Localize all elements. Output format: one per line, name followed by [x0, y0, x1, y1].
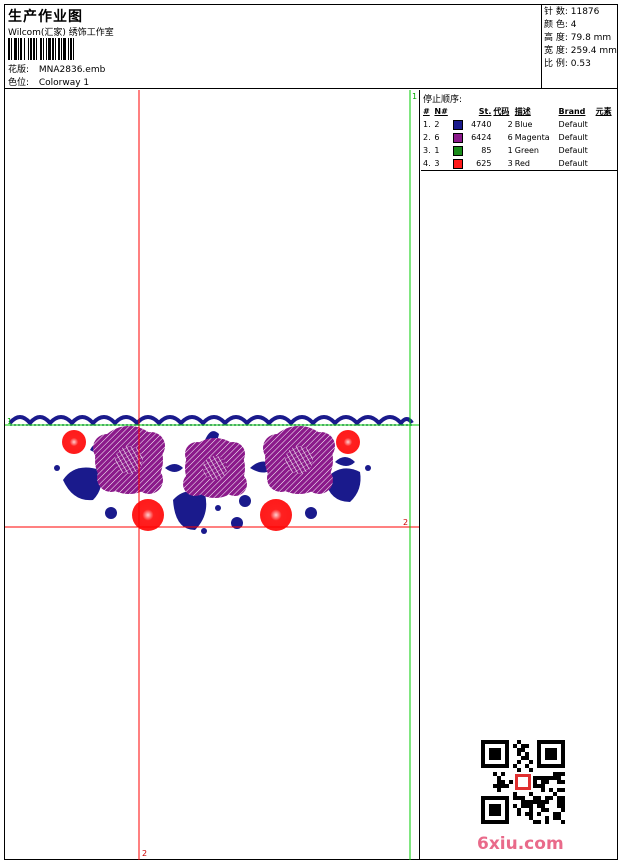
row-brand: Default: [558, 159, 588, 168]
row-description: Red: [514, 159, 530, 168]
row-index: 4.: [423, 159, 431, 168]
row-stitches: 4740: [471, 120, 492, 129]
design-file-label: 花版:: [8, 65, 30, 75]
col-code: 代码: [493, 107, 510, 116]
row-element: [595, 118, 616, 131]
col-index: #: [423, 107, 430, 116]
row-swatch: [452, 144, 466, 157]
row-code: 3: [507, 159, 513, 168]
table-row: 3. 1 85 1 Green Default: [422, 144, 616, 157]
row-element: [595, 131, 616, 144]
guide-marker-top: 1: [412, 92, 417, 101]
row-needle: 2: [434, 120, 440, 129]
color-swatch: [452, 145, 463, 156]
stop-sequence-title: 停止顺序:: [423, 95, 463, 105]
color-swatch: [452, 119, 463, 130]
col-description: 描述: [514, 107, 531, 116]
roses: [93, 426, 335, 498]
col-stitches: St.: [478, 107, 492, 116]
row-code: 6: [507, 133, 513, 142]
studio-name: Wilcom(汇家) 绣饰工作室: [8, 28, 114, 38]
row-swatch: [452, 131, 466, 144]
colorway-row: 色位: Colorway 1: [8, 75, 89, 88]
row-description: Blue: [514, 120, 533, 129]
embroidery-preview: 1 1 2 2: [5, 90, 419, 860]
table-row: 2. 6 6424 6 Magenta Default: [422, 131, 616, 144]
row-stitches: 85: [481, 146, 492, 155]
scallop-border: [8, 415, 414, 427]
design-canvas: 1 1 2 2: [5, 90, 420, 860]
colorway-value: Colorway 1: [38, 78, 90, 88]
row-element: [595, 157, 616, 170]
table-row: 4. 3 625 3 Red Default: [422, 157, 616, 170]
row-description: Magenta: [514, 133, 550, 142]
row-needle: 1: [434, 146, 440, 155]
colorway-label: 色位:: [8, 78, 30, 88]
guide-marker-bottom: 2: [142, 849, 147, 858]
production-sheet: 生产作业图 Wilcom(汇家) 绣饰工作室 花版: MNA2836.emb 色…: [4, 4, 618, 860]
col-brand: Brand: [558, 107, 586, 116]
watermark: 6xiu.com: [477, 834, 564, 854]
stat-scale: 比 例: 0.53: [544, 59, 591, 69]
barcode: [8, 38, 148, 60]
table-row: 1. 2 4740 2 Blue Default: [422, 118, 616, 131]
row-swatch: [452, 157, 466, 170]
row-brand: Default: [558, 120, 588, 129]
panel-divider: [421, 170, 617, 171]
sheet-header: 生产作业图 Wilcom(汇家) 绣饰工作室 花版: MNA2836.emb 色…: [5, 5, 617, 89]
col-swatch: [452, 105, 466, 118]
row-brand: Default: [558, 146, 588, 155]
page-title: 生产作业图: [8, 9, 83, 25]
row-needle: 3: [434, 159, 440, 168]
row-code: 1: [507, 146, 513, 155]
stop-sequence-panel: 停止顺序: # N# St. 代码 描述 Brand 元素 1. 2 4740 2 Bl…: [421, 90, 617, 860]
blue-dots: [54, 465, 371, 534]
row-description: Green: [514, 146, 539, 155]
stop-sequence-table: # N# St. 代码 描述 Brand 元素 1. 2 4740 2 Blue Defa…: [422, 105, 616, 170]
design-stats: 针 数: 11876 颜 色: 4 高 度: 79.8 mm 宽 度: 259.…: [541, 5, 617, 89]
red-dots: [62, 430, 360, 531]
stat-colors: 颜 色: 4: [544, 20, 577, 30]
col-element: 元素: [595, 107, 612, 116]
row-brand: Default: [558, 133, 588, 142]
row-code: 2: [507, 120, 513, 129]
col-needle: N#: [434, 107, 448, 116]
row-stitches: 625: [476, 159, 492, 168]
row-index: 1.: [423, 120, 431, 129]
guide-lines: [5, 90, 419, 860]
design-file-value: MNA2836.emb: [38, 65, 106, 75]
row-needle: 6: [434, 133, 440, 142]
stat-height: 高 度: 79.8 mm: [544, 33, 612, 43]
stat-width: 宽 度: 259.4 mm: [544, 46, 617, 56]
stat-stitches: 针 数: 11876: [544, 7, 600, 17]
row-element: [595, 144, 616, 157]
guide-marker-left: 1: [7, 417, 12, 426]
color-swatch: [452, 132, 463, 143]
design-file-row: 花版: MNA2836.emb: [8, 62, 105, 75]
table-header-row: # N# St. 代码 描述 Brand 元素: [422, 105, 616, 118]
leaves: [63, 431, 361, 530]
row-stitches: 6424: [471, 133, 492, 142]
guide-marker-right: 2: [403, 518, 408, 527]
row-index: 2.: [423, 133, 431, 142]
row-swatch: [452, 118, 466, 131]
color-swatch: [452, 158, 463, 169]
row-index: 3.: [423, 146, 431, 155]
qr-code: [481, 740, 565, 824]
